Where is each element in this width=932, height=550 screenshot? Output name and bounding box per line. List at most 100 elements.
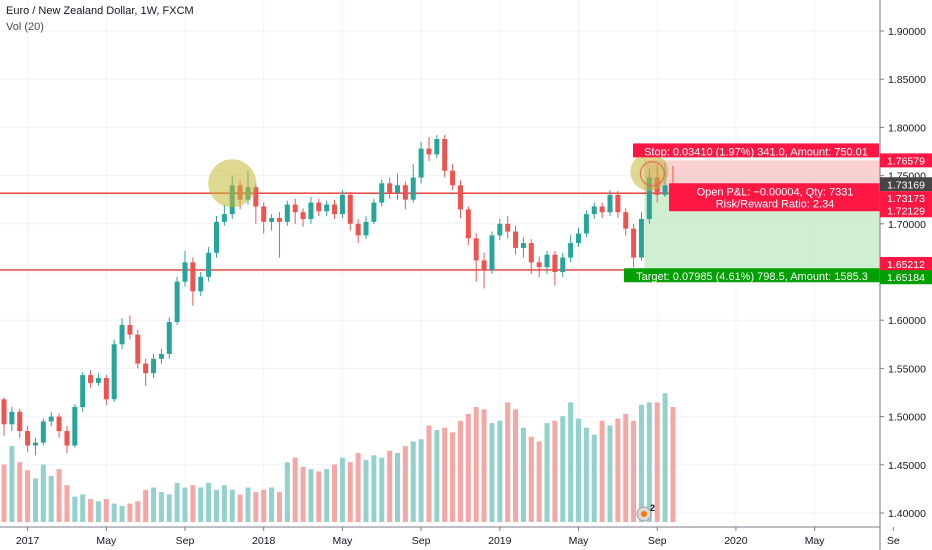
- candle-body: [25, 431, 31, 446]
- candle-body: [387, 183, 393, 193]
- stop-label[interactable]: Stop: 0.03410 (1.97%) 341.0, Amount: 750…: [633, 143, 879, 158]
- volume-bar: [158, 492, 164, 522]
- volume-bar: [206, 482, 212, 522]
- volume-bar: [261, 489, 267, 522]
- volume-bar: [576, 418, 582, 522]
- highlight-outline: [639, 161, 665, 187]
- position-zones: [0, 160, 880, 271]
- volume-bar: [379, 457, 385, 522]
- candle-body: [457, 185, 463, 210]
- volume-bar: [426, 425, 432, 522]
- price-tick-label: 1.90000: [888, 26, 926, 38]
- candle-body: [591, 206, 597, 215]
- volume-bar: [450, 432, 456, 522]
- price-axis[interactable]: 1.900001.850001.800001.750001.700001.650…: [879, 0, 932, 550]
- position-labels[interactable]: Stop: 0.03410 (1.97%) 341.0, Amount: 750…: [624, 143, 881, 283]
- candle-body: [615, 194, 621, 213]
- candle-body: [158, 353, 164, 359]
- price-tick-label: 1.50000: [888, 412, 926, 424]
- volume-bar: [410, 441, 416, 522]
- candles: [1, 135, 676, 456]
- volume-bar: [339, 457, 345, 522]
- time-axis[interactable]: 2017 May Sep 2018 May Sep 2019 May Sep 2020 May Se: [0, 526, 900, 547]
- replay-icon-dot: [641, 511, 647, 517]
- volume-bar: [245, 487, 251, 522]
- volume-bar: [591, 434, 597, 522]
- candle-body: [465, 209, 471, 239]
- volume-bar: [465, 413, 471, 522]
- volume-bar: [497, 420, 503, 522]
- volume-bar: [276, 492, 282, 522]
- candle-body: [355, 223, 361, 236]
- candle-body: [17, 411, 23, 432]
- volume-bar: [111, 503, 117, 522]
- volume-bar: [457, 420, 463, 522]
- highlight-circle[interactable]: [630, 152, 669, 191]
- candle-body: [410, 177, 416, 200]
- candle-body: [379, 183, 385, 203]
- volume-bar: [88, 499, 94, 522]
- volume-bar: [135, 501, 141, 522]
- volume-bar: [25, 470, 31, 522]
- price-tick-label: 1.80000: [888, 122, 926, 134]
- time-tick-label: 2017: [16, 535, 40, 547]
- candle-body: [95, 378, 101, 383]
- target-label[interactable]: Target: 0.07985 (4.61%) 798.5, Amount: 1…: [624, 268, 880, 283]
- volume-bar: [363, 459, 369, 522]
- volume-bar: [300, 466, 306, 522]
- volume-bar: [95, 501, 101, 522]
- candle-body: [371, 202, 377, 222]
- candle-body: [72, 406, 78, 446]
- candle-body: [505, 223, 511, 232]
- replay-badge-count: 2: [650, 503, 655, 513]
- volume-bar: [237, 494, 243, 522]
- time-tick-label: 2018: [252, 535, 276, 547]
- candle-body: [206, 252, 212, 277]
- volume-bar: [473, 407, 479, 522]
- time-tick-label: May: [805, 535, 826, 547]
- price-label-bg: [880, 191, 932, 206]
- candle-body: [253, 187, 259, 207]
- highlight-markers[interactable]: [208, 152, 669, 208]
- volume-bar: [119, 505, 125, 522]
- candle-body: [111, 344, 117, 400]
- volume-bar: [56, 469, 62, 522]
- volume-bar: [332, 464, 338, 522]
- volume-bar: [17, 462, 23, 522]
- volume-bar: [284, 462, 290, 522]
- price-label: 1.76579: [887, 155, 925, 167]
- volume-bar: [1, 464, 7, 522]
- candle-body: [1, 399, 7, 425]
- volume-bar: [229, 489, 235, 522]
- volume-bar: [489, 423, 495, 522]
- time-tick-label: Sep: [648, 535, 667, 547]
- volume-bar: [190, 485, 196, 522]
- candle-body: [64, 431, 70, 446]
- candle-body: [536, 262, 542, 268]
- price-tick-label: 1.45000: [888, 460, 926, 472]
- candle-body: [198, 276, 204, 292]
- candle-body: [646, 177, 652, 219]
- volume-bar: [513, 409, 519, 522]
- volume-bar: [221, 485, 227, 522]
- candle-body: [450, 170, 456, 186]
- candle-body: [332, 204, 338, 215]
- candle-body: [560, 257, 566, 272]
- volume-bar: [631, 420, 637, 522]
- volume-bar: [174, 482, 180, 522]
- volume-bar: [80, 494, 86, 522]
- volume-bar: [355, 453, 361, 522]
- volume-bar: [371, 455, 377, 522]
- volume-bar: [434, 430, 440, 522]
- volume-bar: [646, 402, 652, 522]
- candle-body: [402, 185, 408, 200]
- volume-bar: [560, 416, 566, 522]
- volume-bar: [505, 402, 511, 522]
- candle-body: [552, 254, 558, 272]
- replay-badge[interactable]: 2: [636, 503, 655, 522]
- highlight-circle[interactable]: [208, 159, 257, 208]
- time-tick-label: Sep: [176, 535, 195, 547]
- pnl-label[interactable]: Open P&L: −0.00004, Qty: 7331Risk/Reward…: [669, 183, 881, 212]
- volume-bar: [308, 469, 314, 522]
